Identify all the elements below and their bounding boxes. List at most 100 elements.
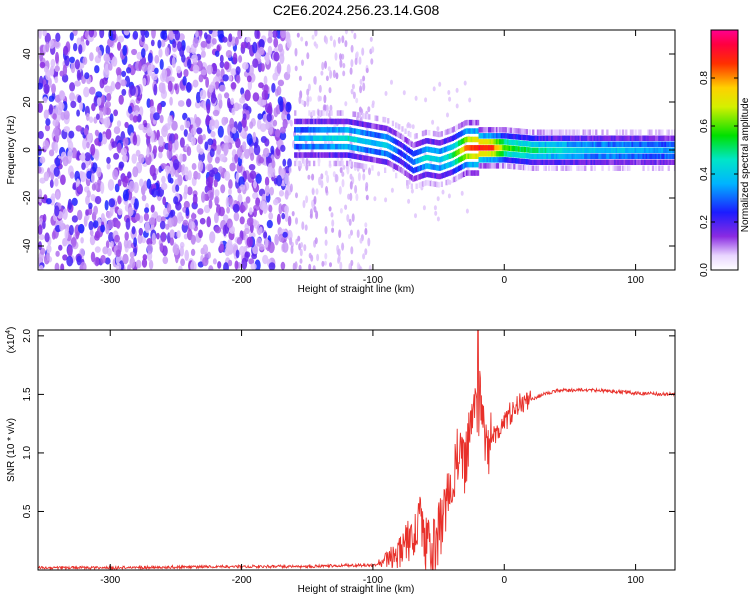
spectrogram-ridge-cell [456,158,459,164]
spectrogram-cell [225,50,233,58]
spectrogram-ridge-cell [297,152,300,158]
spectrogram-ridge-cell [606,153,609,159]
spectrogram-ridge-cell [374,140,377,147]
spectrogram-ridge-cell [454,150,458,157]
spectrogram-ridge-cell [327,118,330,125]
spectrogram-ridge-cell [655,147,658,153]
spectrogram-ridge-cell [497,145,500,151]
spectrogram-ridge-cell [316,127,319,133]
spectrogram-ridge-cell [536,141,540,147]
spectrogram-cell [186,82,192,93]
spectrogram-ridge-cell [437,140,440,146]
spectrogram-cell [362,253,366,260]
spectrogram-ridge-cell [530,141,533,147]
spectrogram-ridge-cell [579,165,582,171]
spectrogram-cell [122,253,129,265]
spectrogram-ridge-cell [617,141,620,147]
spectrogram-ridge-cell [385,134,388,140]
spectrogram-ridge-cell [344,127,347,133]
spectrogram-ridge-cell [388,127,391,133]
spectrogram-ridge-cell [601,147,604,153]
spectrogram-ridge-cell [655,141,658,147]
spectrogram-cell [234,260,239,270]
spectrogram-ridge-cell [379,141,382,147]
spectrogram-cell [339,208,343,214]
spectrogram-ridge-cell [306,118,309,125]
spectrogram-cell [113,126,121,135]
spectrogram-ridge-cell [436,139,439,146]
spectrogram-cell [164,165,171,173]
spectrogram-ridge-cell [577,147,581,153]
spectrogram-ridge-cell [568,135,571,141]
spectrogram-cell [300,242,304,248]
spectrogram-ridge-cell [500,163,503,169]
spectrogram-ridge-cell [434,164,437,171]
spectrogram-ridge-cell [330,110,333,116]
spectrogram-ridge-cell [311,110,314,116]
spectrogram-ridge-cell [546,153,549,159]
y-tick-label: -40 [22,238,33,253]
spectrogram-cell [246,75,252,83]
spectrogram-cell [147,64,153,77]
spectrogram-cell [448,96,452,102]
spectrogram-ridge-cell [350,127,354,134]
spectrogram-ridge-cell [527,165,530,171]
spectrogram-ridge-cell [298,152,302,158]
spectrogram-cell [97,178,102,186]
spectrogram-ridge-cell [568,159,571,165]
spectrogram-ridge-cell [497,151,500,157]
spectrogram-ridge-cell [610,153,614,159]
spectrogram-ridge-cell [593,141,596,147]
spectrogram-ridge-cell [540,141,543,147]
spectrogram-ridge-cell [606,141,609,147]
spectrogram-cell [348,263,352,270]
spectrogram-ridge-cell [338,110,341,116]
spectrogram-ridge-cell [453,151,456,157]
spectrogram-cell [118,161,125,169]
y-tick-label: 1.0 [22,446,33,460]
spectrogram-ridge-cell [480,163,483,169]
spectrogram-ridge-cell [418,140,421,146]
spectrogram-ridge-cell [577,135,581,141]
spectrogram-ridge-cell [483,163,486,169]
spectrogram-ridge-cell [366,155,369,162]
spectrogram-ridge-cell [436,131,439,137]
spectrogram-cell [160,231,167,243]
spectrogram-cell [248,207,253,215]
snr-x-ticks: -300 -200 -100 0 100 [100,330,644,586]
spectrogram-ridge-cell [508,139,511,145]
spectrogram-cell [173,158,180,170]
spectrogram-ridge-cell [324,118,327,125]
spectrogram-ridge-cell [484,157,488,163]
spectrogram-ridge-cell [667,153,670,159]
spectrogram-cell [116,142,122,154]
spectrogram-ridge-cell [588,159,592,165]
spectrogram-cell [324,239,328,246]
spectrogram-ridge-cell [670,141,674,147]
spectrogram-cell [129,251,135,258]
spectrogram-ridge-cell [396,148,399,154]
spectrogram-ridge-cell [415,141,418,147]
spectrogram-cell [118,94,124,105]
spectrogram-ridge-cell [536,159,540,165]
spectrogram-ridge-cell [563,141,566,147]
spectrogram-cell [431,119,435,125]
spectrogram-cell [338,186,342,195]
spectrogram-cell [323,94,327,104]
spectrogram-ridge-cell [480,133,483,139]
spectrogram-ridge-cell [472,153,475,159]
spectrogram-ridge-cell [571,141,574,147]
spectrogram-ridge-cell [385,159,388,165]
spectrogram-ridge-cell [347,144,350,150]
spectrogram-cell [193,170,199,180]
spectrogram-cell [286,64,291,75]
spectrogram-ridge-cell [371,140,374,146]
spectrogram-ridge-cell [432,156,436,162]
spectrogram-cell [335,72,339,80]
spectrogram-cell [331,219,335,227]
spectrogram-ridge-cell [658,135,661,141]
spectrogram-ridge-cell [324,127,327,133]
spectrogram-ridge-cell [354,136,357,143]
spectrogram-cell [223,61,230,70]
spectrogram-ridge-cell [551,159,554,165]
